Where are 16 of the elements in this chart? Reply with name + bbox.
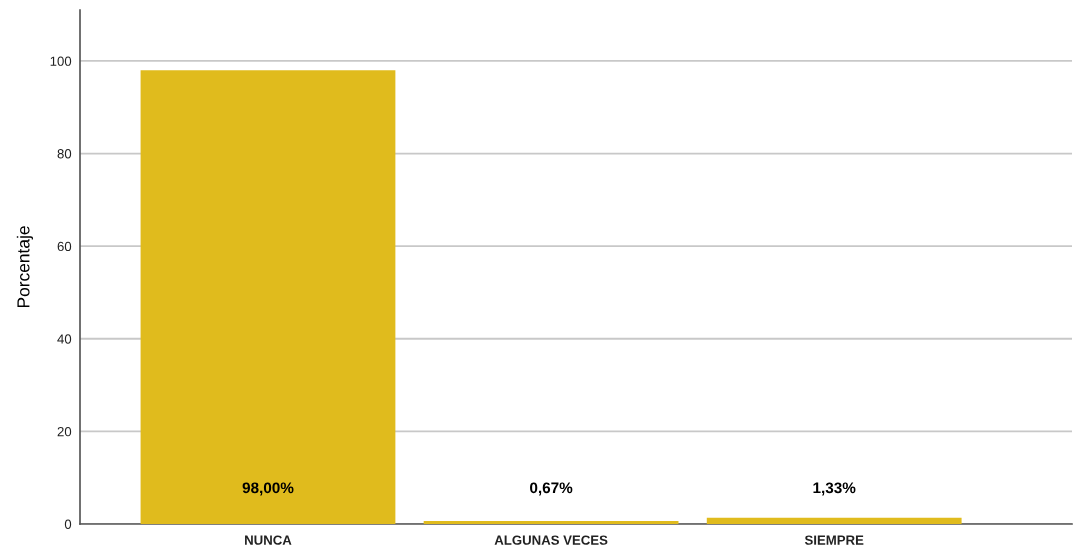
bar: [140, 70, 396, 524]
data-label: 0,67%: [530, 482, 573, 496]
x-tick-label: NUNCA: [245, 535, 292, 545]
y-tick-label: 60: [57, 241, 72, 252]
x-tick-label: SIEMPRE: [804, 535, 864, 545]
y-axis-title: Porcentaje: [16, 226, 33, 308]
y-tick-label: 100: [50, 56, 72, 66]
y-tick-label: 80: [57, 149, 72, 159]
data-label: 1,33%: [813, 482, 856, 496]
y-tick-label: 40: [57, 334, 72, 344]
x-tick-label: ALGUNAS VECES: [494, 535, 608, 545]
bar: [706, 517, 962, 524]
bar: [423, 520, 679, 524]
y-tick-label: 0: [64, 519, 72, 529]
data-label: 98,00%: [242, 482, 294, 496]
y-tick-label: 20: [57, 426, 72, 437]
